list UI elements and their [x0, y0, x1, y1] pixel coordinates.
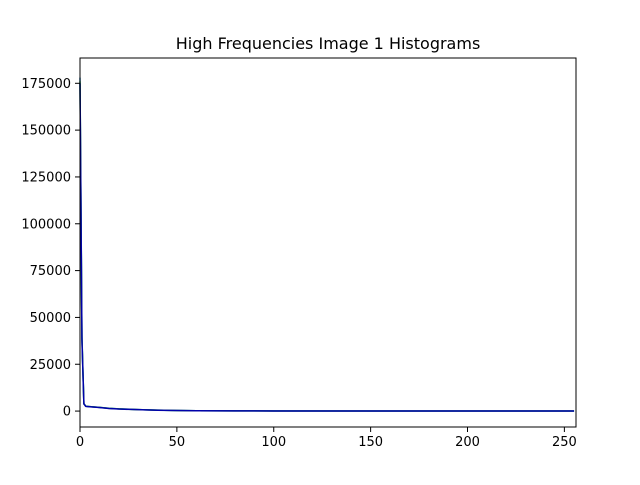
x-tick-label: 50	[169, 435, 186, 450]
y-tick-label: 100000	[21, 217, 71, 232]
x-tick-label: 150	[358, 435, 383, 450]
y-tick-label: 0	[63, 405, 71, 420]
chart-title: High Frequencies Image 1 Histograms	[176, 34, 481, 53]
y-tick-label: 175000	[21, 77, 71, 92]
x-tick-label: 100	[261, 435, 286, 450]
series-line-3	[79, 83, 575, 412]
x-tick-label: 200	[455, 435, 480, 450]
x-tick-label: 250	[552, 435, 577, 450]
x-tick-label: 0	[76, 435, 84, 450]
y-tick-label: 75000	[30, 264, 71, 279]
y-tick-label: 50000	[30, 311, 71, 326]
series-layer	[79, 77, 575, 412]
y-tick-label: 125000	[21, 170, 71, 185]
y-axis-ticks: 0 25000 50000 75000 100000 125000 150000 175000	[21, 77, 80, 420]
x-axis-ticks: 0 50 100 150 200 250	[76, 427, 577, 450]
plot-area-frame	[79, 57, 577, 428]
y-tick-label: 150000	[21, 124, 71, 139]
y-tick-label: 25000	[30, 358, 71, 373]
